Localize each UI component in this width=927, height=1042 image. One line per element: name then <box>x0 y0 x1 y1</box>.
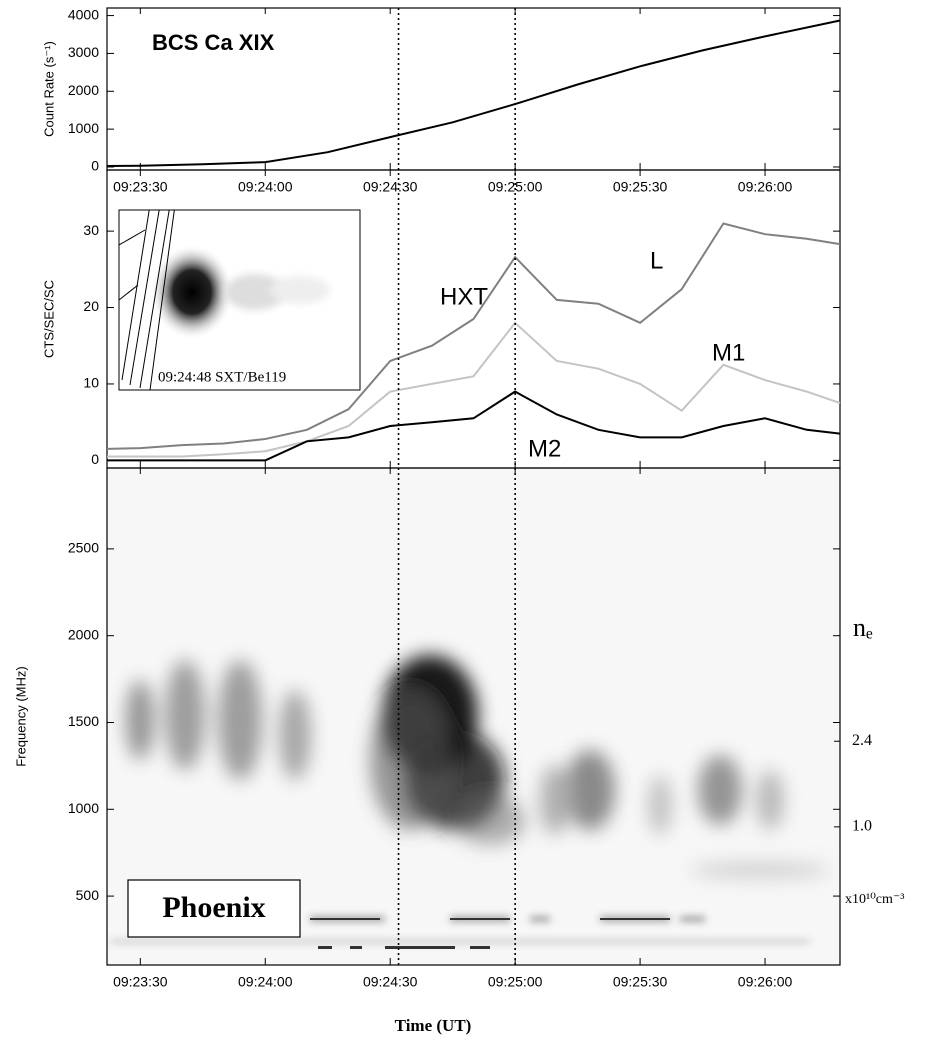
x-tick-label: 09:23:30 <box>113 179 168 195</box>
y2-tick-label: 2.4 <box>852 732 872 749</box>
x-tick-label: 09:24:30 <box>363 974 418 990</box>
line <box>106 19 841 167</box>
x-tick-label: 09:25:00 <box>488 974 543 990</box>
line <box>106 222 841 450</box>
y-axis-label: Count Rate (s⁻¹) <box>41 41 56 137</box>
x-tick-label: 09:24:00 <box>238 974 293 990</box>
x-tick-label: 09:24:30 <box>363 179 418 195</box>
y-tick-label: 2000 <box>68 82 99 98</box>
inset-caption: 09:24:48 SXT/Be119 <box>158 369 286 385</box>
series-label: M1 <box>712 339 745 366</box>
x-axis-label: Time (UT) <box>395 1016 472 1035</box>
y-tick-label: 0 <box>91 451 99 467</box>
y-tick-label: 1000 <box>68 800 99 816</box>
y2-tick-label: 1.0 <box>852 818 872 835</box>
y-tick-label: 1000 <box>68 120 99 136</box>
series-label: L <box>650 247 663 274</box>
chart-title: BCS Ca XIX <box>152 30 275 55</box>
y-tick-label: 2500 <box>68 540 99 556</box>
annotation: Phoenix <box>162 891 265 924</box>
y-tick-label: 3000 <box>68 44 99 60</box>
y-tick-label: 20 <box>83 298 99 314</box>
x-tick-label: 09:25:30 <box>613 974 668 990</box>
y2-axis-unit: x10¹⁰cm⁻³ <box>845 892 905 907</box>
panel-frame <box>106 467 841 966</box>
inset-image <box>118 209 361 391</box>
annotation-box <box>127 879 301 938</box>
y-tick-label: 4000 <box>68 6 99 22</box>
x-tick-label: 09:26:00 <box>738 179 793 195</box>
y-tick-label: 500 <box>76 887 100 903</box>
y-axis-label: CTS/SEC/SC <box>41 280 56 358</box>
x-tick-label: 09:25:00 <box>488 179 543 195</box>
x-tick-label: 09:25:30 <box>613 179 668 195</box>
annotation: HXT <box>440 283 488 310</box>
line <box>107 321 841 458</box>
x-tick-label: 09:26:00 <box>738 974 793 990</box>
x-tick-label: 09:24:00 <box>238 179 293 195</box>
series-label: M2 <box>528 435 561 462</box>
y-tick-label: 10 <box>83 375 99 391</box>
y2-axis-label: nₑ <box>853 613 873 642</box>
y-tick-label: 30 <box>83 222 99 238</box>
line <box>107 390 841 462</box>
x-tick-label: 09:23:30 <box>113 974 168 990</box>
y-axis-label: Frequency (MHz) <box>13 666 28 766</box>
y-tick-label: 0 <box>91 158 99 174</box>
y-tick-label: 1500 <box>68 713 99 729</box>
y-tick-label: 2000 <box>68 626 99 642</box>
